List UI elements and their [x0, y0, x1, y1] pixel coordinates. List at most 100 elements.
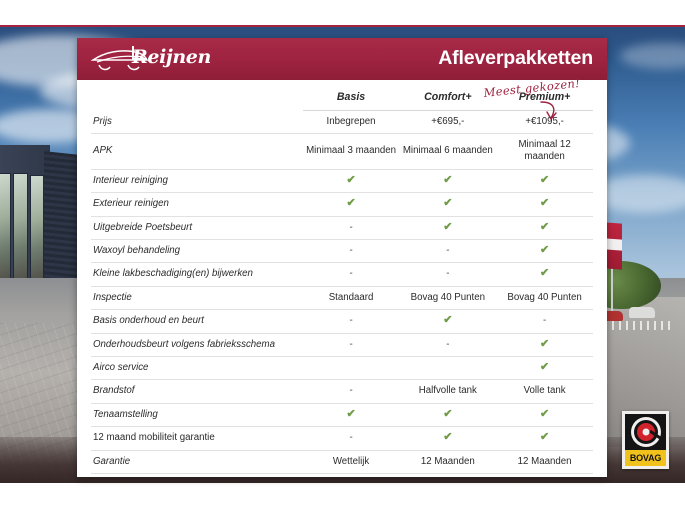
table-row: Interieur reiniging ✔ ✔ ✔ [91, 169, 593, 194]
cell-comfort: ✔ [399, 426, 497, 451]
cell-premium: ✔ [496, 333, 593, 357]
card-title: Afleverpakketten [438, 47, 593, 69]
column-header-feature [91, 80, 303, 111]
cell-comfort: ✔ [399, 169, 497, 194]
package-comparison-card: Reijnen Afleverpakketten Meest gekozen! … [77, 38, 607, 477]
check-icon: ✔ [443, 173, 453, 186]
cell-basis: - [302, 262, 400, 287]
check-icon: ✔ [539, 173, 550, 186]
dash-mark: - [446, 338, 450, 350]
table-head: Basis Comfort+ Premium+ [91, 80, 593, 111]
feature-label: 12 maand mobiliteit garantie [91, 426, 303, 451]
bovag-badge: BOVAG [622, 411, 669, 469]
cell-comfort: Minimaal 6 maanden [399, 133, 497, 170]
dash-mark: - [349, 315, 353, 327]
feature-label: Inspectie [91, 286, 303, 311]
building-window [13, 173, 28, 293]
table-row: Airco service ✔ [91, 356, 593, 381]
cell-basis: ✔ [302, 192, 400, 217]
table-row: Prijs Inbegrepen +€695,- +€1095,- [91, 110, 593, 134]
feature-label: Uitgebreide Poetsbeurt [91, 216, 303, 240]
table-row: Inspectie Standaard Bovag 40 Punten Bovag 4… [91, 286, 593, 311]
check-icon: ✔ [539, 407, 550, 420]
bovag-center-dot [642, 428, 649, 436]
check-icon: ✔ [539, 220, 550, 233]
cell-comfort: ✔ [399, 192, 497, 217]
cell-comfort: +€695,- [399, 110, 497, 134]
feature-label: Kleine lakbeschadiging(en) bijwerken [91, 262, 303, 287]
check-icon: ✔ [346, 197, 356, 210]
cell-basis: - [302, 379, 400, 404]
feature-label: Onderhoudsbeurt volgens fabrieksschema [91, 333, 303, 357]
cell-premium: ✔ [496, 169, 593, 194]
cell-premium: ✔ [496, 262, 593, 287]
flag-pole [611, 223, 613, 317]
cell-premium: ✔ [496, 403, 593, 428]
table-row: Onderhoudsbeurt volgens fabrieksschema - -… [91, 333, 593, 357]
table-container: Basis Comfort+ Premium+ Prijs Inbegrepen +… [77, 80, 607, 475]
cell-basis [302, 356, 400, 381]
card-header: Reijnen Afleverpakketten [77, 38, 607, 80]
cell-comfort: ✔ [399, 309, 497, 334]
cell-comfort: - [399, 239, 497, 264]
cloud [620, 43, 685, 69]
feature-label: APK [91, 133, 303, 170]
parked-car [629, 307, 655, 318]
check-icon: ✔ [443, 220, 453, 233]
check-icon: ✔ [539, 360, 550, 373]
check-icon: ✔ [443, 197, 453, 210]
cell-basis: - [302, 216, 400, 240]
cell-basis: Minimaal 3 maanden [302, 133, 400, 170]
table-row: Brandstof - Halfvolle tank Volle tank [91, 379, 593, 404]
cell-premium: Minimaal 12 maanden [496, 133, 593, 170]
check-icon: ✔ [539, 197, 550, 210]
column-header-comfort: Comfort+ [399, 80, 497, 111]
dash-mark: - [349, 385, 353, 397]
cell-premium: - [496, 309, 593, 334]
building-window [0, 173, 11, 293]
check-icon: ✔ [443, 314, 453, 327]
table-row: 12 maand mobiliteit garantie - ✔ ✔ [91, 426, 593, 451]
dash-mark: - [349, 221, 353, 233]
table-row: Exterieur reinigen ✔ ✔ ✔ [91, 192, 593, 217]
banner-flag-stripe [605, 238, 622, 251]
check-icon: ✔ [443, 407, 453, 420]
feature-label: Airco service [91, 356, 303, 381]
cell-premium: Volle tank [496, 379, 593, 404]
cell-basis: ✔ [302, 169, 400, 194]
bovag-wordmark-band: BOVAG [625, 450, 666, 466]
feature-label: Garantie [91, 450, 303, 475]
brand-name: Reijnen [132, 46, 211, 68]
feature-label: Interieur reiniging [91, 169, 303, 194]
cell-comfort: ✔ [399, 216, 497, 240]
feature-label: Waxoyl behandeling [91, 239, 303, 264]
table-row: Kleine lakbeschadiging(en) bijwerken - - ✔ [91, 262, 593, 287]
cell-premium: ✔ [496, 216, 593, 240]
dash-mark: - [349, 432, 353, 444]
cell-basis: Wettelijk [302, 450, 400, 475]
cell-basis: - [302, 333, 400, 357]
cell-basis: Inbegrepen [302, 110, 400, 134]
cell-comfort: Bovag 40 Punten [399, 286, 497, 311]
cell-premium: ✔ [496, 239, 593, 264]
packages-table: Basis Comfort+ Premium+ Prijs Inbegrepen +… [91, 80, 593, 475]
reijnen-logo: Reijnen [90, 43, 221, 77]
feature-label: Prijs [91, 110, 303, 134]
cell-premium: ✔ [496, 356, 593, 381]
cell-basis: ✔ [302, 403, 400, 428]
cell-basis: - [302, 239, 400, 264]
feature-label: Tenaamstelling [91, 403, 303, 428]
table-row: Garantie Wettelijk 12 Maanden 12 Maanden [91, 450, 593, 475]
cell-comfort: - [399, 333, 497, 357]
cell-comfort: - [399, 262, 497, 287]
dash-mark: - [349, 268, 353, 280]
column-header-basis: Basis [302, 80, 400, 111]
dash-mark: - [542, 315, 547, 327]
check-icon: ✔ [346, 407, 356, 420]
feature-label: Basis onderhoud en beurt [91, 309, 303, 334]
check-icon: ✔ [346, 173, 356, 186]
dash-mark: - [349, 338, 353, 350]
table-row: APK Minimaal 3 maanden Minimaal 6 maanden M… [91, 133, 593, 170]
table-body: Prijs Inbegrepen +€695,- +€1095,- APK Minimaa… [91, 110, 593, 475]
table-row: Basis onderhoud en beurt - ✔ - [91, 309, 593, 334]
